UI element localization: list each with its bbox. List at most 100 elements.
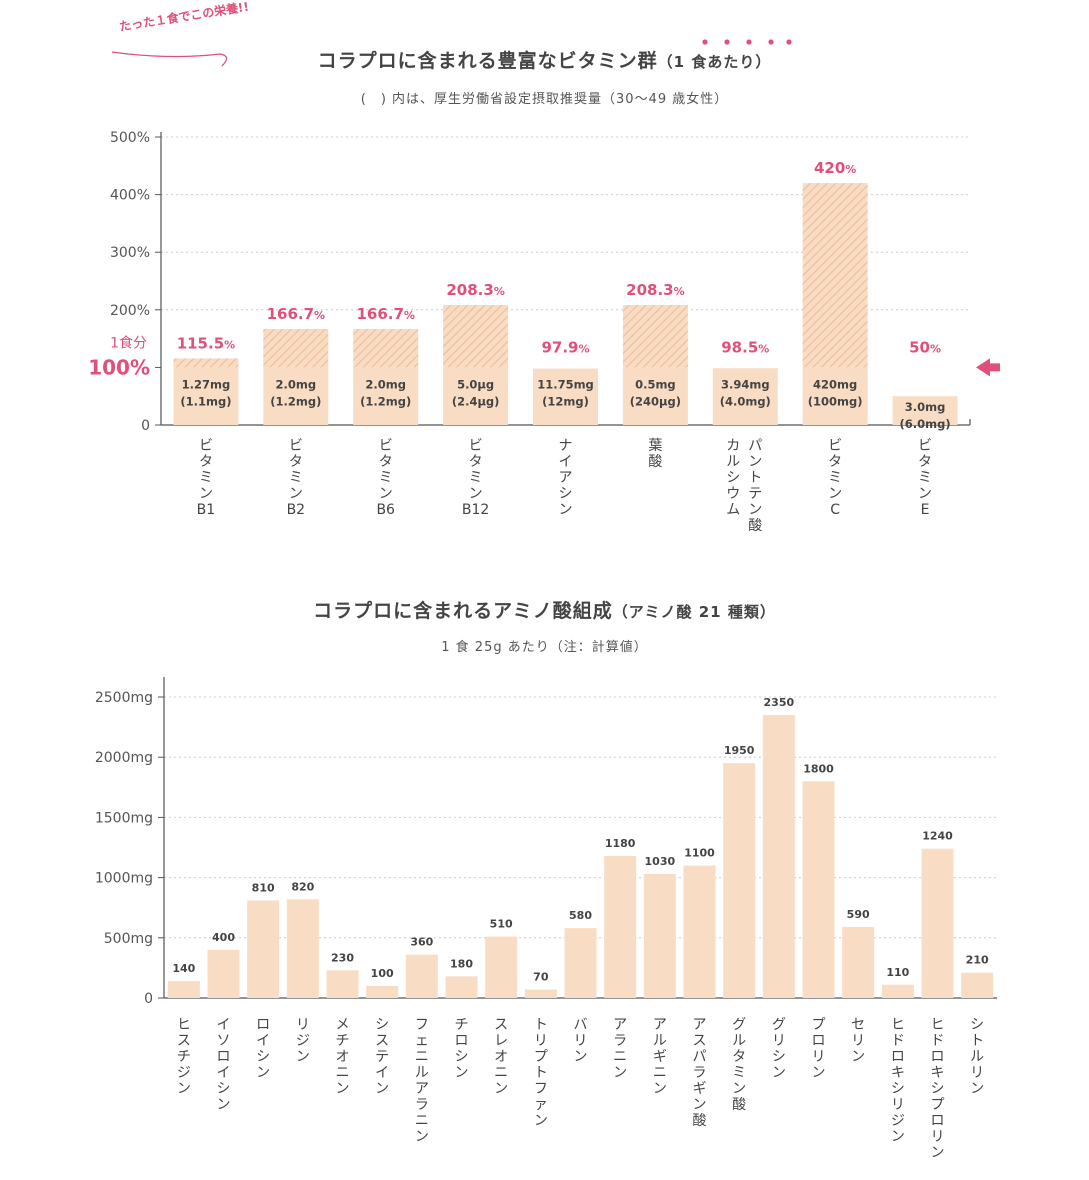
bar [604, 855, 637, 998]
data-label: 140 [172, 962, 195, 975]
recommended-label: (1.2mg) [270, 394, 321, 408]
category-label: ン [289, 486, 303, 502]
category-label: オ [336, 1049, 350, 1065]
y-tick-label: 0 [141, 418, 150, 434]
category-label: E [921, 502, 930, 518]
category-label: リ [851, 1033, 865, 1049]
category-label: ニ [653, 1065, 667, 1081]
category-label: ロ [891, 1049, 905, 1065]
amount-label: 5.0μg [457, 377, 494, 391]
category-label: ビ [828, 438, 842, 454]
y-tick-label: 500mg [104, 931, 153, 947]
category-label: イ [559, 454, 573, 470]
category-label: ス [693, 1033, 707, 1049]
recommended-label: (6.0mg) [900, 417, 951, 431]
recommended-label: (4.0mg) [720, 394, 771, 408]
category-label: ル [726, 454, 740, 470]
recommended-label: (240μg) [630, 394, 681, 408]
category-label: ヒ [177, 1017, 191, 1033]
category-label: シ [455, 1049, 469, 1065]
y-tick-label: 200% [110, 303, 150, 319]
data-label: 208.3% [626, 281, 684, 299]
category-label: ビ [918, 438, 932, 454]
bar [286, 899, 319, 998]
amount-label: 1.27mg [182, 377, 231, 391]
data-label: 50% [909, 338, 941, 356]
bar [366, 985, 399, 998]
category-label: パ [693, 1049, 707, 1065]
category-label: ン [455, 1065, 469, 1081]
category-label: セ [851, 1017, 865, 1033]
bar-hatched [622, 305, 688, 368]
chart2-title-main: コラプロに含まれるアミノ酸組成 [313, 600, 613, 622]
category-label: ビ [289, 438, 303, 454]
category-label: B12 [462, 502, 489, 518]
category-label: ト [534, 1065, 548, 1081]
category-label: C [830, 502, 840, 518]
bar [326, 970, 359, 998]
bar-hatched [443, 305, 509, 368]
bar [643, 873, 676, 998]
category-label: シ [559, 486, 573, 502]
category-label: ニ [415, 1049, 429, 1065]
percent-sign: % [494, 285, 505, 298]
data-label: 590 [847, 908, 870, 921]
category-label: チ [336, 1033, 350, 1049]
data-label: 208.3% [446, 281, 504, 299]
percent-sign: % [404, 309, 415, 322]
category-label: ン [379, 486, 393, 502]
category-label: ト [970, 1033, 984, 1049]
category-label: ロ [455, 1033, 469, 1049]
y-tick-label: 300% [110, 245, 150, 261]
recommended-label: (12mg) [542, 394, 589, 408]
category-label: キ [891, 1065, 905, 1081]
category-label: B2 [287, 502, 306, 518]
category-label: タ [918, 454, 932, 470]
y-tick-label: 1000mg [95, 871, 153, 887]
category-label: ジ [296, 1033, 310, 1049]
ref-label-big: 100% [88, 355, 150, 379]
percent-sign: % [758, 342, 769, 355]
percent-sign: % [314, 309, 325, 322]
data-label: 100 [371, 967, 394, 980]
category-label: ン [177, 1081, 191, 1097]
bar [564, 928, 597, 998]
emphasis-dot [724, 39, 730, 45]
category-label: ロ [812, 1033, 826, 1049]
category-label: ア [693, 1017, 707, 1033]
bar-hatched [353, 328, 419, 368]
category-label: ジ [177, 1065, 191, 1081]
category-label: イ [375, 1065, 389, 1081]
bar [712, 368, 778, 425]
data-label: 360 [410, 936, 433, 949]
category-label: ナ [559, 438, 573, 454]
bar [723, 763, 756, 998]
bar [622, 367, 688, 425]
category-label: タ [289, 454, 303, 470]
bar [683, 865, 716, 998]
percent-sign: % [578, 342, 589, 355]
category-label: ル [970, 1049, 984, 1065]
amount-label: 3.0mg [905, 400, 946, 414]
category-label: ン [415, 1129, 429, 1145]
bar [533, 368, 598, 425]
data-label: 70 [533, 971, 549, 984]
data-label: 510 [490, 918, 513, 931]
category-label: ン [918, 486, 932, 502]
category-label: リ [534, 1033, 548, 1049]
category-label: グ [772, 1017, 786, 1033]
amount-label: 2.0mg [276, 377, 317, 391]
category-label: フ [534, 1081, 548, 1097]
category-label: レ [494, 1033, 508, 1049]
data-label: 180 [450, 957, 473, 970]
chart1-title-suffix: （1 食あたり） [657, 53, 772, 71]
category-label: ン [534, 1113, 548, 1129]
category-label: ン [851, 1049, 865, 1065]
category-label: ル [732, 1033, 746, 1049]
category-label: ミ [918, 470, 932, 486]
category-label: シ [256, 1049, 270, 1065]
category-label: ロ [217, 1049, 231, 1065]
category-label: カ [726, 438, 740, 454]
data-label: 820 [291, 880, 314, 893]
